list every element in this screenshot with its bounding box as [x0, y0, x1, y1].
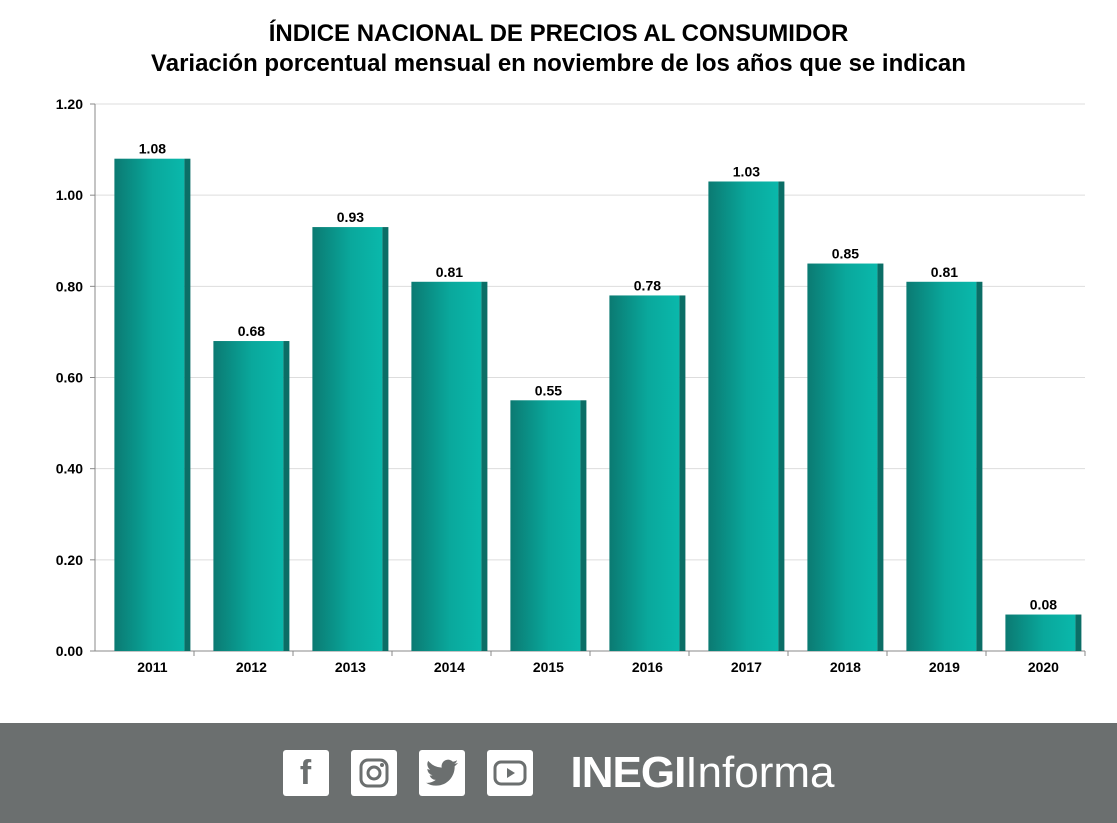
facebook-icon[interactable]: f: [282, 750, 329, 796]
bar-side: [283, 341, 290, 651]
bar-side: [1075, 614, 1082, 651]
instagram-icon[interactable]: [350, 750, 397, 796]
x-tick-label: 2012: [236, 659, 267, 675]
y-tick-label: 0.60: [56, 370, 83, 386]
bar-2019: [906, 281, 977, 651]
data-label: 0.93: [337, 209, 364, 225]
x-tick-label: 2016: [632, 659, 663, 675]
x-tick-label: 2019: [929, 659, 960, 675]
data-label: 0.55: [535, 382, 562, 398]
x-tick-label: 2014: [434, 659, 465, 675]
x-tick-label: 2013: [335, 659, 366, 675]
bar-side: [382, 227, 389, 651]
bar-2020: [1005, 614, 1076, 651]
bar-chart: 0.00 0.20 0.40 0.60 0.80 1.00 1.20 1.08 2011 0.68…: [56, 96, 1086, 675]
bar-2012: [213, 341, 284, 651]
bar-side: [679, 295, 686, 651]
bar-2016: [609, 295, 680, 651]
twitter-icon[interactable]: [418, 750, 465, 796]
y-tick-label: 0.80: [56, 278, 83, 294]
bar-side: [778, 181, 785, 651]
data-label: 1.08: [139, 141, 166, 157]
y-tick-label: 0.00: [56, 643, 83, 659]
bar-side: [877, 263, 884, 651]
y-tick-label: 1.00: [56, 187, 83, 203]
y-tick-label: 1.20: [56, 96, 83, 112]
y-tick-label: 0.20: [56, 552, 83, 568]
inegi-informa-logo: INEGI Informa: [570, 748, 835, 797]
bar-2015: [510, 400, 581, 651]
data-label: 0.68: [238, 323, 265, 339]
bar-side: [184, 158, 191, 651]
bar-side: [481, 281, 488, 651]
bar-side: [976, 281, 983, 651]
footer-bar: f INEGI Informa: [0, 723, 1117, 823]
data-label: 0.81: [436, 264, 463, 280]
chart-title: ÍNDICE NACIONAL DE PRECIOS AL CONSUMIDOR: [268, 20, 849, 47]
y-tick-label: 0.40: [56, 461, 83, 477]
x-tick-label: 2011: [137, 659, 168, 675]
x-tick-label: 2020: [1028, 659, 1059, 675]
x-tick-label: 2018: [830, 659, 861, 675]
chart-subtitle: Variación porcentual mensual en noviembr…: [151, 50, 966, 77]
x-tick-label: 2015: [533, 659, 564, 675]
data-label: 0.81: [931, 264, 958, 280]
data-label: 0.85: [832, 246, 859, 262]
bar-2017: [708, 181, 779, 651]
bar-2014: [411, 281, 482, 651]
data-label: 1.03: [733, 163, 760, 179]
bar-2018: [807, 263, 878, 651]
bar-side: [580, 400, 587, 651]
youtube-icon[interactable]: [486, 750, 533, 796]
x-tick-label: 2017: [731, 659, 762, 675]
data-label: 0.78: [634, 277, 661, 293]
bar-2013: [312, 227, 383, 651]
bar-2011: [114, 158, 185, 651]
data-label: 0.08: [1030, 597, 1057, 613]
